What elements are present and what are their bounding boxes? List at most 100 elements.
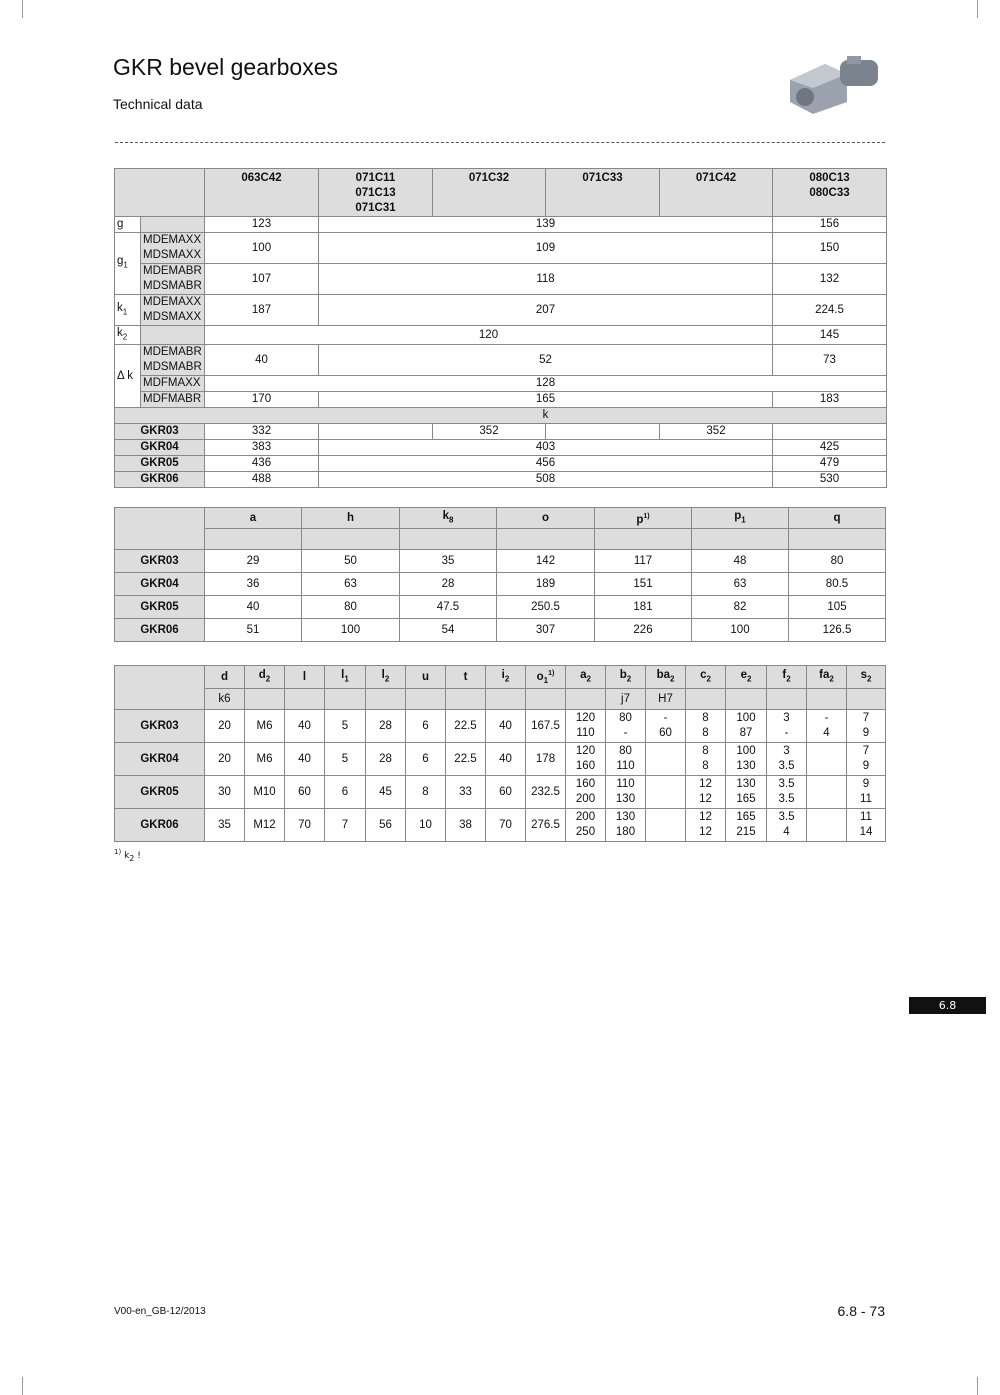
dimensions-table-1: 063C42 071C11 071C13 071C31 071C32 071C3… [114, 168, 887, 489]
corner-cell [114, 168, 205, 217]
cell: 56 [365, 808, 406, 843]
header-symbol: l [381, 668, 385, 681]
tolerance-cell: k6 [204, 688, 245, 711]
row-label: GKR03 [114, 709, 205, 744]
tolerance-row [115, 528, 886, 550]
header-subscript: 2 [786, 674, 791, 684]
header-symbol: h [346, 511, 355, 524]
crop-mark [977, 0, 978, 18]
tolerance-cell [725, 688, 767, 711]
footnote: 1) k2 ! [114, 848, 141, 863]
model-cell [140, 216, 205, 233]
cell: 142 [496, 549, 595, 573]
model-cell: MDFMABR [140, 391, 205, 409]
header-symbol: d [220, 670, 229, 683]
header-symbol: c [700, 668, 707, 681]
tolerance-cell [301, 528, 400, 550]
row-label: g1 [114, 232, 141, 295]
header-subscript: 2 [384, 674, 390, 684]
header-symbol: f [782, 668, 787, 681]
cell [645, 775, 686, 810]
page-number: 6.8 - 73 [837, 1303, 885, 1319]
cell: 167.5 [525, 709, 566, 744]
cell: 60 [284, 775, 325, 810]
cell: 30 [204, 775, 245, 810]
document-version: V00-en_GB-12/2013 [114, 1306, 206, 1317]
cell: 20 [204, 709, 245, 744]
cell: M12 [244, 808, 285, 843]
table-row: GKR05 30 M10 60 6 45 8 33 60 232.5 160 200 110 130 1… [114, 775, 886, 810]
header-symbol: fa [819, 668, 830, 681]
cell: 38 [445, 808, 486, 843]
cell: 80 [788, 549, 886, 573]
header-subscript: 2 [706, 674, 711, 684]
row-label: GKR06 [114, 471, 205, 489]
dimensions-table-3: d d2 l l1 l2 u t i2 o11) a2 b2 ba2 c2 e2 f2 fa2 s2 k6 j7 H7… [114, 664, 886, 843]
cell: 425 [772, 439, 887, 457]
tolerance-cell [485, 688, 526, 711]
col-header: 071C11 071C13 071C31 [318, 168, 433, 217]
cell: 5 [324, 709, 366, 744]
cell: 45 [365, 775, 406, 810]
table-row: GKR06 35 M12 70 7 56 10 38 70 276.5 200 250 130 180… [114, 808, 886, 843]
tolerance-cell [766, 688, 807, 711]
cell: 63 [691, 572, 789, 596]
model-cell: MDEMABR MDSMABR [140, 263, 205, 295]
cell: 178 [525, 742, 566, 777]
cell: 6 [405, 709, 446, 744]
gearbox-image [790, 56, 878, 114]
col-header: o [496, 507, 595, 529]
cell: 40 [485, 709, 526, 744]
table-row: GKR04 383 403 425 [114, 439, 887, 457]
cell: 151 [594, 572, 692, 596]
cell: 73 [772, 344, 887, 377]
row-label: Δ k [114, 344, 141, 409]
tolerance-row: k6 j7 H7 [115, 688, 886, 711]
tolerance-cell [496, 528, 595, 550]
cell [318, 423, 433, 441]
cell: 165 215 [725, 808, 767, 843]
row-label: GKR04 [114, 742, 205, 777]
col-header: s2 [846, 664, 886, 690]
cell: 224.5 [772, 294, 887, 326]
header-symbol: q [833, 511, 841, 524]
cell: 48 [691, 549, 789, 573]
cell: 120 [204, 324, 773, 346]
cell: 54 [399, 618, 497, 642]
table-row: g1 MDEMAXX MDSMAXX 100 109 150 [114, 232, 887, 295]
table-row: GKR06 488 508 530 [114, 471, 887, 489]
cell: 6 [324, 775, 366, 810]
col-header: i2 [485, 664, 526, 690]
cell: 530 [772, 471, 887, 489]
cell: 50 [301, 549, 400, 573]
header-symbol: a [580, 668, 587, 681]
cell: 100 130 [725, 742, 767, 777]
col-header: 063C42 [204, 168, 319, 217]
cell: 10 [405, 808, 446, 843]
table-header-row: d d2 l l1 l2 u t i2 o11) a2 b2 ba2 c2 e2 f2 fa2 s2 [114, 664, 886, 711]
header-symbol: k [442, 509, 449, 522]
header-symbol: l [341, 668, 345, 681]
cell: 52 [318, 344, 773, 377]
col-header: k8 [399, 507, 497, 529]
section-label: k [114, 407, 887, 425]
col-header: e2 [725, 664, 767, 690]
model-cell [140, 324, 205, 346]
header-superscript: 1) [643, 512, 650, 520]
tolerance-cell [846, 688, 886, 711]
cell: 160 200 [565, 775, 606, 810]
cell: 28 [365, 709, 406, 744]
corner-cell [114, 507, 205, 550]
cell [645, 808, 686, 843]
cell: 123 [204, 216, 319, 233]
tolerance-cell [405, 688, 446, 711]
col-header: l2 [365, 664, 406, 690]
cell: 47.5 [399, 595, 497, 619]
col-header: 080C13 080C33 [772, 168, 887, 217]
col-header: f2 [766, 664, 807, 690]
cell: 145 [772, 324, 887, 346]
tolerance-cell: H7 [645, 688, 686, 711]
header-symbol: ba [656, 668, 670, 681]
row-label: GKR05 [114, 775, 205, 810]
